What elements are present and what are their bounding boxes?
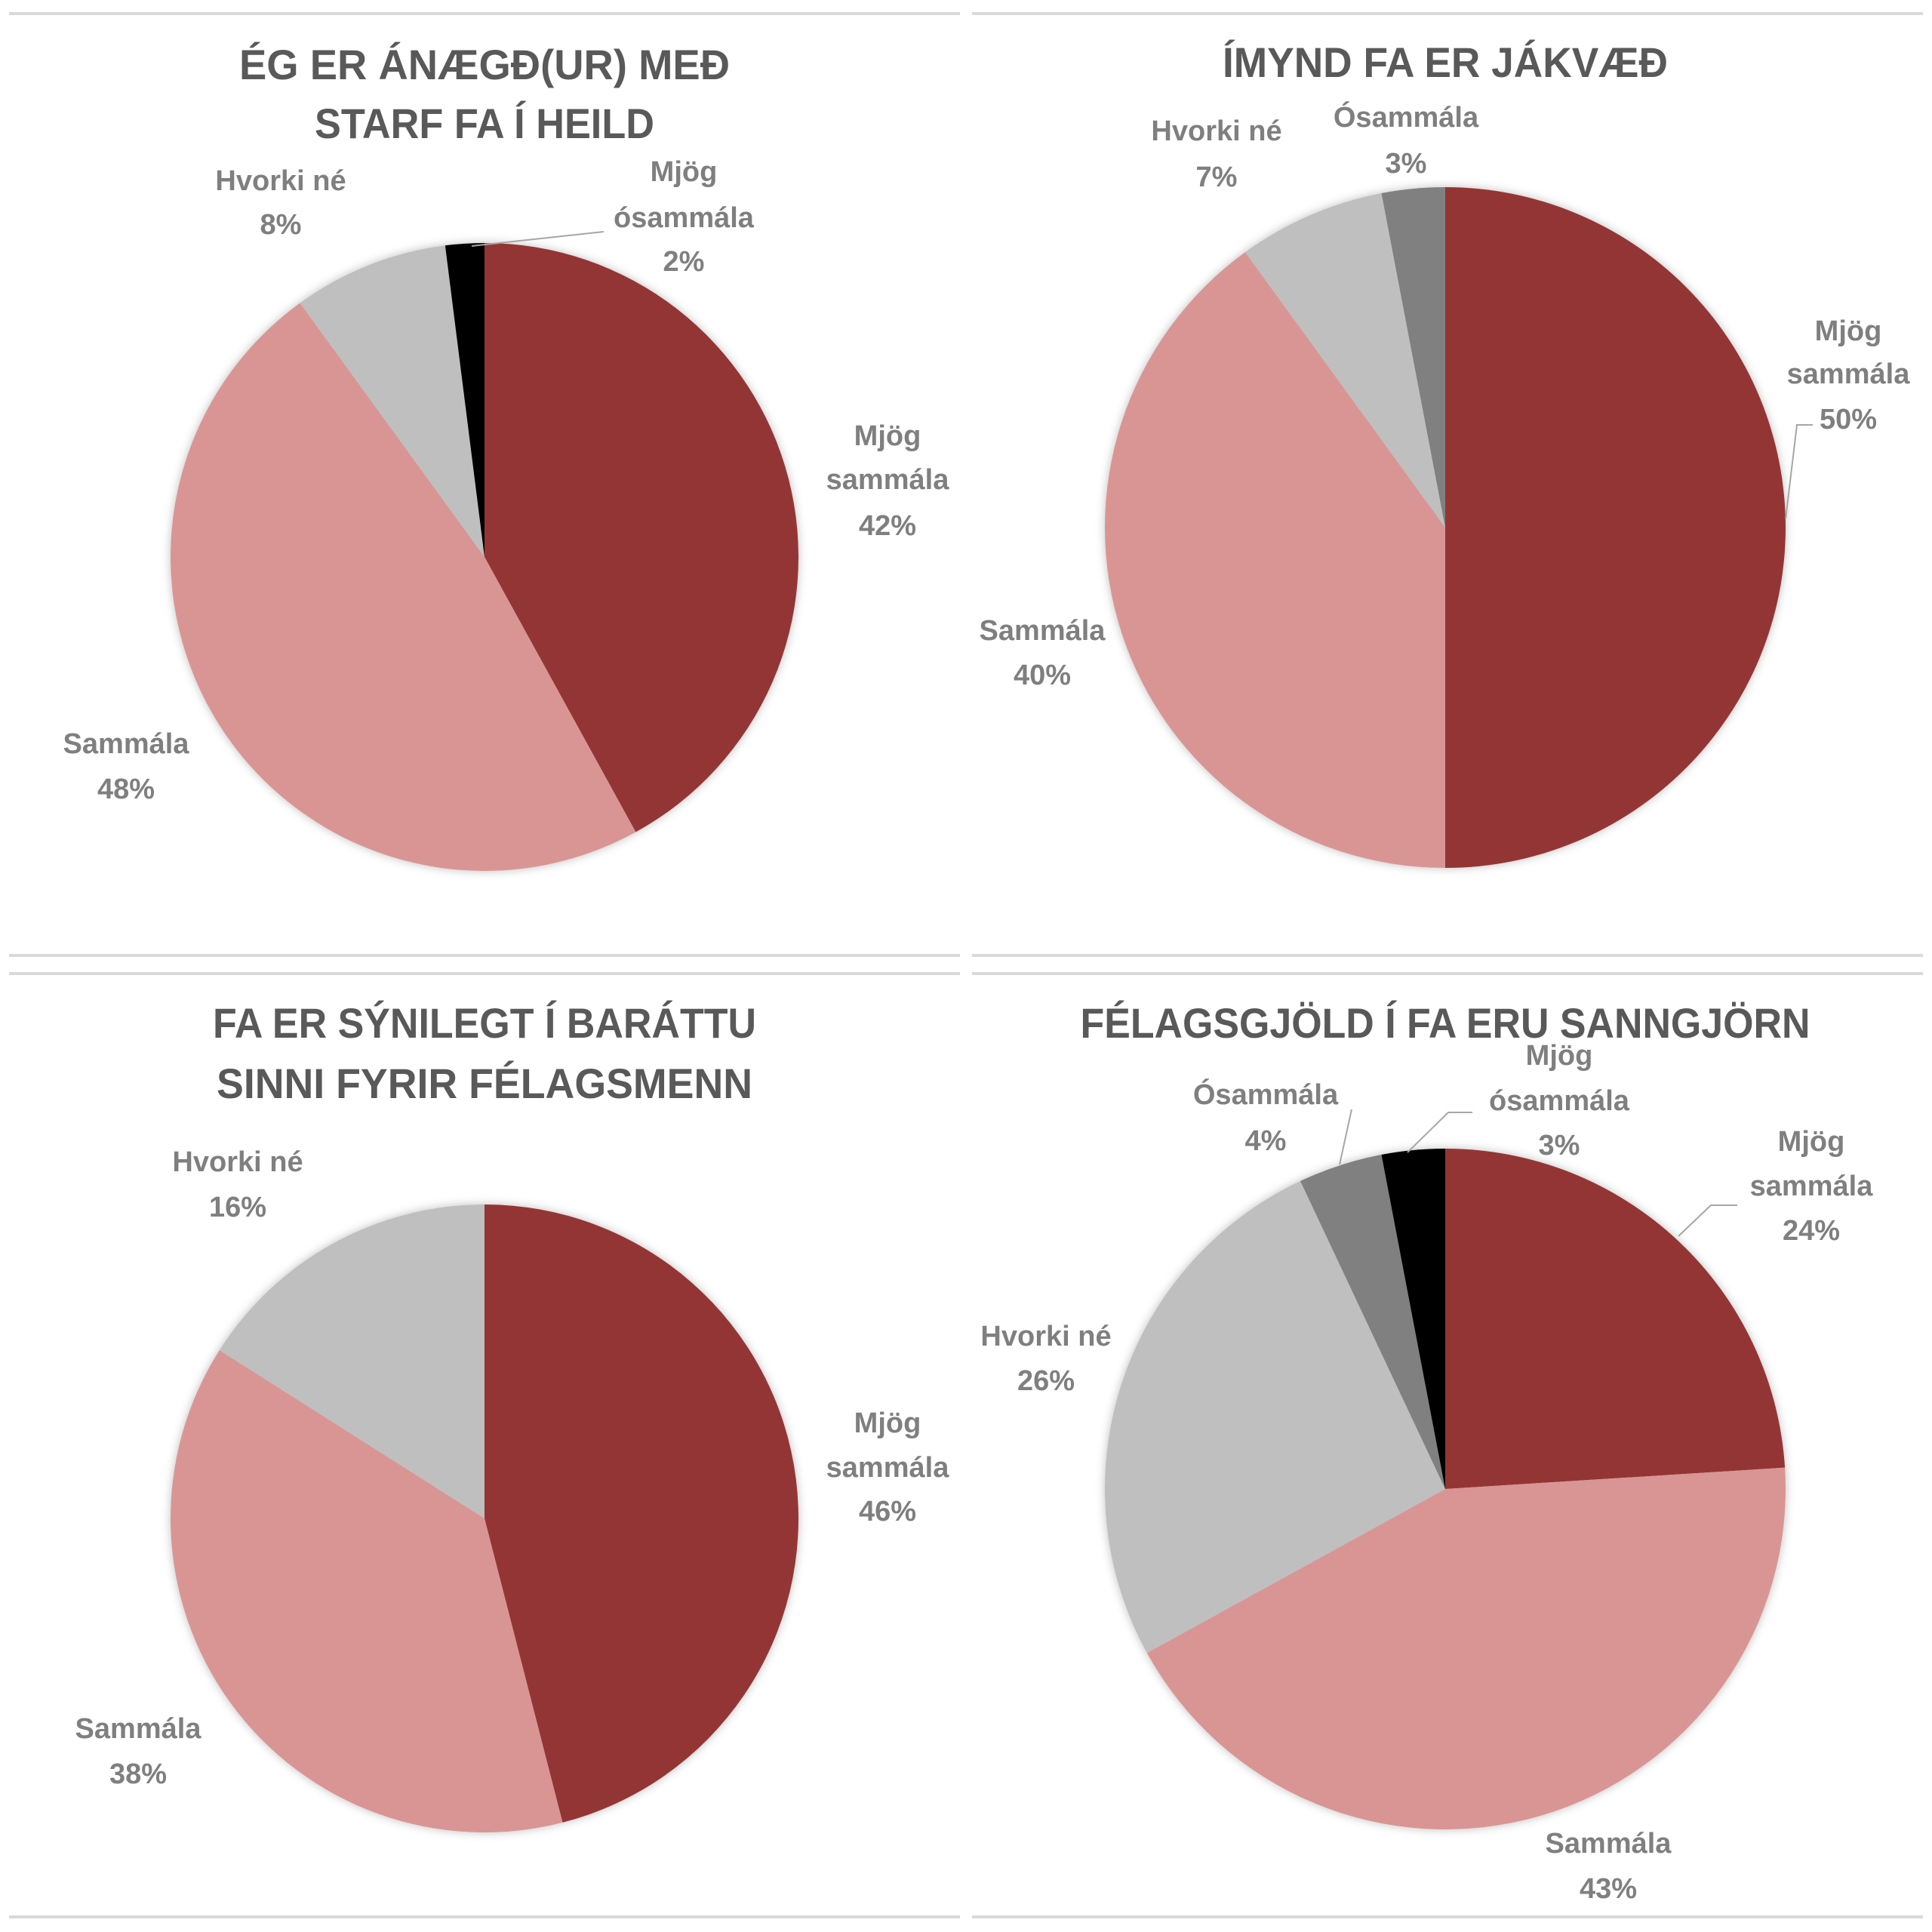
data-label-text: ósammála (614, 202, 755, 234)
leader-line (1407, 1112, 1472, 1153)
chart-title: FA ER SÝNILEGT Í BARÁTTU (213, 999, 756, 1047)
pie (1104, 1149, 1786, 1829)
pie-chart-4: FÉLAGSGJÖLD Í FA ERU SANNGJÖRNMjögsammál… (980, 999, 1873, 1905)
data-label-text: 24% (1783, 1215, 1840, 1247)
data-label-mjog-sammala: Mjög sammála 46% (826, 1407, 950, 1527)
data-label-osammala: Ósammála 4% (1193, 1078, 1339, 1157)
data-label-text: 43% (1580, 1873, 1637, 1905)
data-label-osammala: Ósammála 3% (1334, 100, 1479, 180)
data-label-text: 42% (859, 510, 916, 542)
data-label-sammala: Sammála 43% (1546, 1828, 1672, 1905)
pie-slice-hvorki-ne (219, 1204, 485, 1518)
data-label-text: 48% (97, 774, 155, 805)
data-label-text: Sammála (75, 1713, 202, 1745)
pie-slice-hvorki-ne (1104, 1180, 1445, 1654)
pie-slice-sammala (1146, 1467, 1786, 1829)
pie (1104, 187, 1786, 869)
data-label-text: Mjög (854, 420, 921, 452)
pie (170, 1204, 799, 1832)
data-label-text: 50% (1820, 404, 1877, 435)
pie-slice-sammala (170, 303, 636, 872)
chart-title: ÉG ER ÁNÆGÐ(UR) MEÐ (239, 41, 730, 88)
leader-line (1339, 1109, 1352, 1165)
pie-slice-mjog-osammala (1381, 1149, 1445, 1489)
data-label-hvorki-ne: Hvorki né 7% (1151, 115, 1281, 193)
data-label-text: Mjög (651, 156, 718, 188)
pie-slice-osammala (1300, 1154, 1445, 1489)
data-label-text: 26% (1017, 1365, 1075, 1397)
data-label-hvorki-ne: Hvorki né 16% (172, 1146, 303, 1223)
data-label-text: 3% (1539, 1130, 1580, 1161)
pie-slice-hvorki-ne (300, 245, 485, 557)
data-label-mjog-sammala: Mjög sammála 24% (1750, 1126, 1874, 1247)
data-label-sammala: Sammála 40% (980, 615, 1106, 691)
pie-slice-sammala (170, 1350, 563, 1832)
chart-title: SINNI FYRIR FÉLAGSMENN (217, 1060, 752, 1107)
data-label-text: 2% (663, 246, 705, 278)
data-label-text: Sammála (63, 728, 190, 760)
pie-slice-sammala (1104, 252, 1445, 869)
data-label-text: Hvorki né (980, 1321, 1111, 1352)
pie-chart-1: ÉG ER ÁNÆGÐ(UR) MEÐ STARF FA Í HEILD Mjög s… (63, 41, 950, 872)
leader-line (471, 231, 605, 247)
chart-title: STARF FA Í HEILD (315, 100, 654, 147)
data-label-mjog-osammala: Mjög ósammála 2% (614, 156, 755, 278)
leader-line (1678, 1204, 1737, 1237)
pie-slice-mjog-sammala (485, 243, 799, 832)
data-label-text: 8% (260, 209, 302, 241)
data-label-text: Mjög (1815, 315, 1882, 347)
data-label-mjog-sammala: Mjög sammála 50% (1787, 315, 1911, 435)
data-label-text: ósammála (1489, 1085, 1630, 1117)
data-label-text: Sammála (1546, 1828, 1672, 1860)
pie-chart-3: FA ER SÝNILEGT Í BARÁTTU SINNI FYRIR FÉLA… (75, 999, 950, 1832)
data-label-text: Mjög (1526, 1040, 1593, 1072)
data-label-text: 46% (859, 1496, 916, 1527)
pie-slice-mjog-sammala (1445, 1149, 1786, 1489)
data-label-text: Hvorki né (1151, 115, 1281, 147)
pie-chart-2: ÍMYND FA ER JÁKVÆÐ Mjög sammála 50% Sammála 4… (980, 38, 1911, 869)
data-label-text: 38% (109, 1758, 167, 1790)
data-label-text: sammála (826, 464, 950, 496)
pie (170, 243, 799, 872)
data-label-text: sammála (1787, 358, 1911, 390)
data-label-text: Sammála (980, 615, 1106, 647)
data-label-sammala: Sammála 48% (63, 728, 190, 805)
data-label-text: 16% (209, 1192, 266, 1223)
data-label-sammala: Sammála 38% (75, 1713, 202, 1790)
pie-slice-mjog-sammala (1445, 187, 1786, 868)
data-label-text: 40% (1014, 660, 1071, 691)
pie-slice-mjog-osammala (445, 243, 485, 557)
data-label-text: Hvorki né (215, 165, 346, 197)
data-label-text: sammála (826, 1452, 950, 1484)
data-label-text: Ósammála (1193, 1078, 1339, 1111)
data-label-text: Mjög (1778, 1126, 1845, 1158)
data-label-mjog-osammala: Mjög ósammála 3% (1489, 1040, 1630, 1161)
leader-line (1785, 424, 1813, 520)
pie-slice-osammala (1381, 187, 1445, 528)
data-label-text: Hvorki né (172, 1146, 303, 1178)
data-label-text: 4% (1245, 1125, 1287, 1157)
data-label-text: 3% (1386, 148, 1427, 180)
data-label-hvorki-ne: Hvorki né 8% (215, 165, 346, 241)
data-label-text: 7% (1196, 162, 1238, 193)
data-label-text: Mjög (854, 1407, 921, 1439)
data-label-text: sammála (1750, 1171, 1874, 1202)
data-label-text: Ósammála (1334, 100, 1479, 134)
data-label-hvorki-ne: Hvorki né 26% (980, 1321, 1111, 1397)
pie-slice-mjog-sammala (485, 1204, 799, 1823)
pie-slice-hvorki-ne (1244, 192, 1445, 528)
data-label-mjog-sammala: Mjög sammála 42% (826, 420, 950, 542)
chart-title: ÍMYND FA ER JÁKVÆÐ (1223, 38, 1668, 86)
chart-title: FÉLAGSGJÖLD Í FA ERU SANNGJÖRN (1081, 999, 1810, 1047)
